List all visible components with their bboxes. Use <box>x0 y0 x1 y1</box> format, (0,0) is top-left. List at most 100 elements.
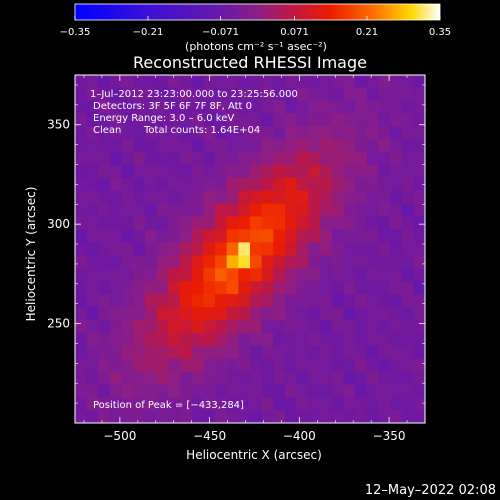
heatmap-cell <box>156 397 169 411</box>
heatmap-cell <box>366 138 379 152</box>
heatmap-cell <box>273 280 286 295</box>
heatmap-cell <box>343 125 356 140</box>
heatmap-cell <box>355 332 368 346</box>
heatmap-cell <box>226 358 239 372</box>
heatmap-cell <box>296 267 309 282</box>
heatmap-cell <box>191 358 204 372</box>
heatmap-cell <box>226 112 239 127</box>
heatmap-cell <box>250 75 263 88</box>
heatmap-cell <box>238 190 251 204</box>
heatmap-cell <box>215 99 228 114</box>
heatmap-cell <box>156 358 169 372</box>
heatmap-cell <box>285 280 298 295</box>
heatmap-cell <box>401 86 414 101</box>
heatmap-cell <box>308 99 321 114</box>
heatmap-cell <box>215 151 228 165</box>
heatmap-cell <box>238 384 251 398</box>
heatmap-cell <box>121 319 134 333</box>
heatmap-cell <box>320 306 333 320</box>
heatmap-cell <box>378 203 391 217</box>
heatmap-cell <box>366 75 379 88</box>
heatmap-cell <box>401 306 414 320</box>
heatmap-cell <box>401 319 414 333</box>
heatmap-cell <box>238 293 251 308</box>
heatmap-cell <box>180 384 193 398</box>
heatmap-cell <box>401 254 414 269</box>
heatmap-cell <box>168 86 181 101</box>
heatmap-cell <box>203 254 216 269</box>
heatmap-cell <box>121 242 134 256</box>
heatmap-cell <box>191 242 204 256</box>
heatmap-cell <box>390 306 403 320</box>
heatmap-cell <box>296 86 309 101</box>
heatmap-cell <box>378 384 391 398</box>
heatmap-cell <box>191 267 204 282</box>
heatmap-cell <box>261 306 274 320</box>
heatmap-cell <box>98 164 111 178</box>
heatmap-cell <box>191 177 204 191</box>
heatmap-cell <box>145 75 158 88</box>
heatmap-cell <box>285 371 298 385</box>
colorbar-ticks: −0.35 −0.21 −0.071 0.071 0.21 0.35 <box>60 16 451 38</box>
heatmap-cell <box>401 216 414 230</box>
heatmap-cell <box>215 112 228 127</box>
heatmap-cell <box>145 216 158 230</box>
heatmap-cell <box>110 410 123 423</box>
heatmap-cell <box>180 280 193 295</box>
heatmap-cell <box>401 151 414 165</box>
heatmap-cell <box>308 267 321 282</box>
heatmap-cell <box>296 332 309 346</box>
heatmap-cell <box>285 254 298 269</box>
heatmap-cell <box>133 345 146 359</box>
heatmap-cell <box>180 345 193 359</box>
heatmap-cell <box>203 293 216 308</box>
heatmap-cell <box>250 112 263 127</box>
heatmap-cell <box>75 397 88 411</box>
heatmap-cell <box>331 358 344 372</box>
heatmap-cell <box>366 410 379 423</box>
heatmap-cell <box>110 242 123 256</box>
heatmap-cell <box>238 164 251 178</box>
heatmap-cell <box>413 293 425 308</box>
heatmap-cell <box>75 371 88 385</box>
heatmap-cell <box>413 112 425 127</box>
x-tick-label: −450 <box>193 429 226 443</box>
heatmap-cell <box>378 345 391 359</box>
heatmap-cell <box>250 164 263 178</box>
heatmap-cell <box>343 203 356 217</box>
heatmap-cell <box>285 306 298 320</box>
heatmap-cell <box>320 86 333 101</box>
heatmap-cell <box>390 125 403 140</box>
heatmap-cell <box>331 216 344 230</box>
heatmap-cell <box>401 75 414 88</box>
heatmap-cell <box>75 254 88 269</box>
heatmap-cell <box>296 229 309 243</box>
heatmap-cell <box>180 319 193 333</box>
heatmap-cell <box>343 164 356 178</box>
heatmap-cell <box>110 293 123 308</box>
heatmap-cell <box>98 138 111 152</box>
heatmap-cell <box>331 293 344 308</box>
heatmap-cell <box>285 293 298 308</box>
heatmap-cell <box>273 410 286 423</box>
heatmap-cell <box>261 229 274 243</box>
heatmap-cell <box>343 75 356 88</box>
heatmap-cell <box>285 216 298 230</box>
heatmap-cell <box>343 99 356 114</box>
colorbar-unit-label: (photons cm⁻² s⁻¹ asec⁻²) <box>185 40 327 53</box>
heatmap-cell <box>320 332 333 346</box>
heatmap-cell <box>378 190 391 204</box>
heatmap-cell <box>366 358 379 372</box>
heatmap-cell <box>308 254 321 269</box>
heatmap-cell <box>355 254 368 269</box>
heatmap-cell <box>273 319 286 333</box>
heatmap-cell <box>86 125 99 140</box>
heatmap-cell <box>110 371 123 385</box>
heatmap-cell <box>320 384 333 398</box>
heatmap-cell <box>320 177 333 191</box>
heatmap-cell <box>366 99 379 114</box>
heatmap-cell <box>366 177 379 191</box>
heatmap-cell <box>366 242 379 256</box>
heatmap-cell <box>75 203 88 217</box>
heatmap-cell <box>261 332 274 346</box>
